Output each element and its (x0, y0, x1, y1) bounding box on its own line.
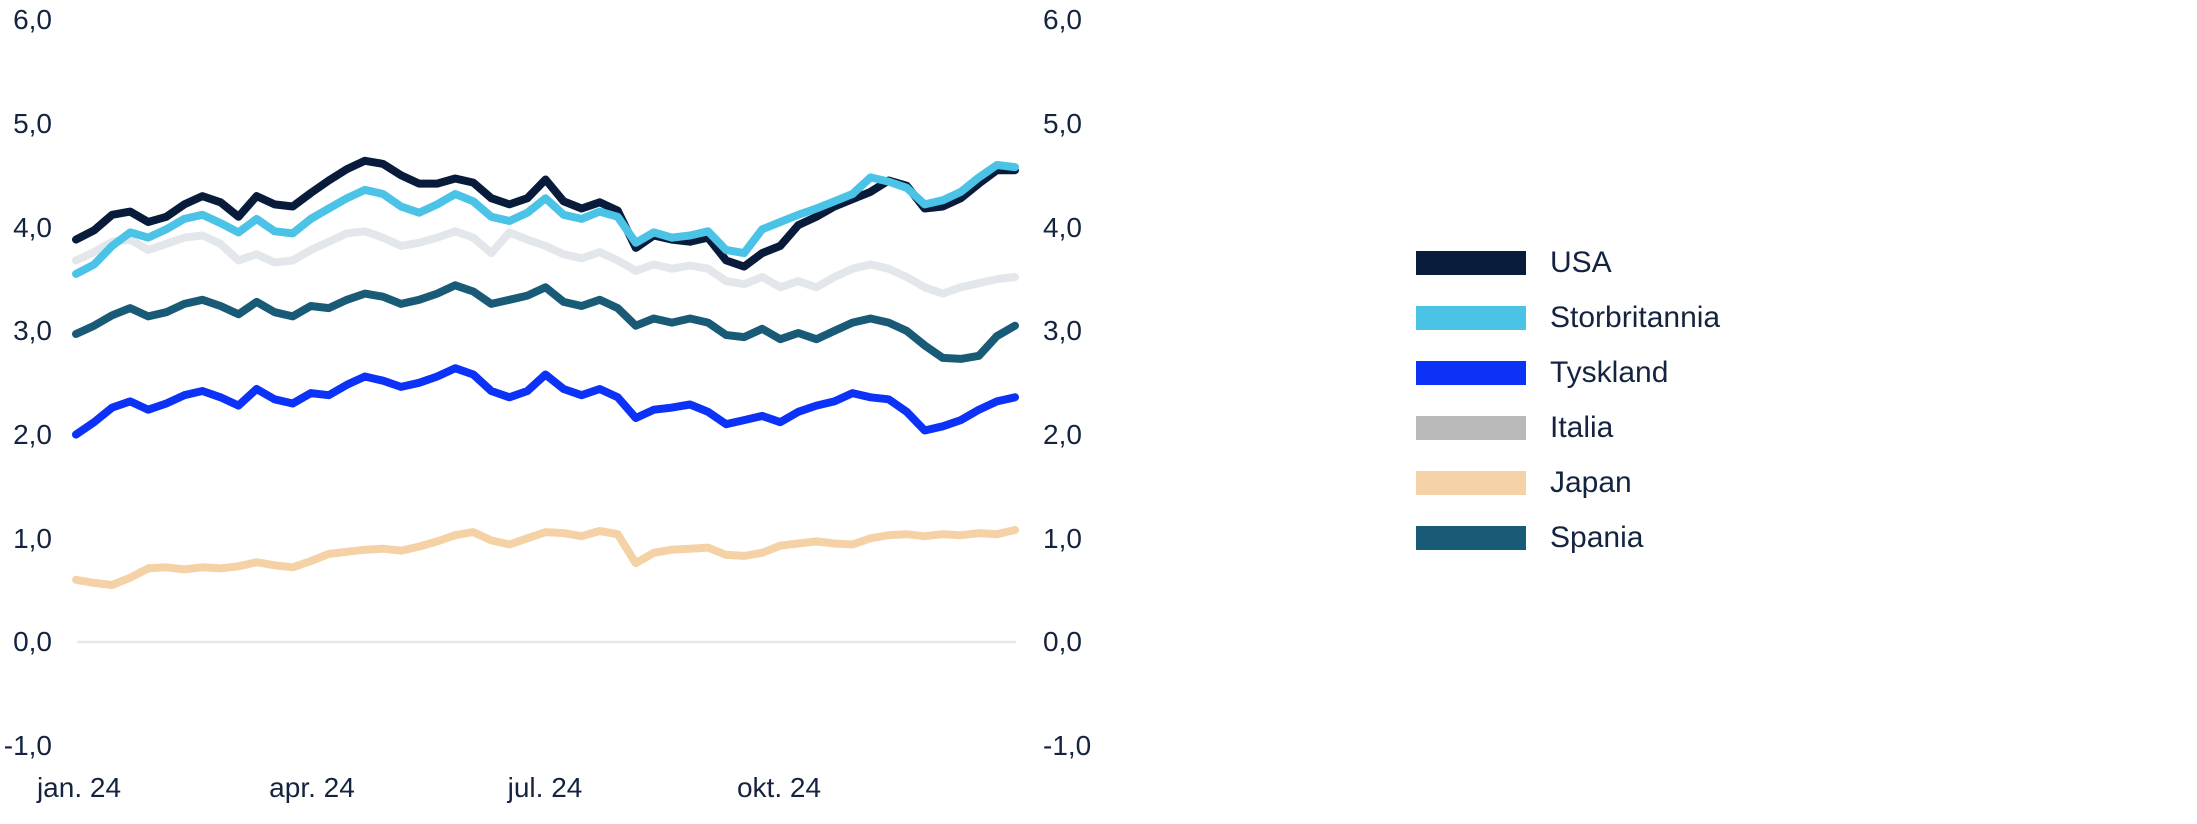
x-tick-label: jan. 24 (36, 772, 122, 803)
legend-label: Tyskland (1550, 356, 1669, 389)
legend-label: Italia (1550, 411, 1614, 444)
legend: USA Storbritannia Tyskland Italia Japan … (1416, 246, 1721, 581)
legend-label: Japan (1550, 466, 1632, 499)
y-tick-label: 3,0 (13, 315, 52, 346)
x-tick-label: apr. 24 (269, 772, 355, 803)
legend-swatch-japan (1416, 471, 1526, 495)
y-tick-label: 1,0 (1043, 523, 1082, 554)
y-tick-label: 5,0 (1043, 108, 1082, 139)
x-tick-label: jul. 24 (507, 772, 583, 803)
legend-label: Storbritannia (1550, 301, 1721, 334)
legend-swatch-italia (1416, 416, 1526, 440)
legend-item: USA (1416, 246, 1720, 279)
legend-swatch-spania (1416, 526, 1526, 550)
legend-label: Spania (1550, 521, 1644, 554)
y-tick-label: 0,0 (1043, 626, 1082, 657)
series-line-tyskland (72, 364, 1019, 439)
y-tick-label: 6,0 (13, 4, 52, 35)
legend-item: Storbritannia (1416, 301, 1721, 334)
y-tick-label: 3,0 (1043, 315, 1082, 346)
legend-swatch-storbritannia (1416, 306, 1526, 330)
y-tick-label: 2,0 (13, 419, 52, 450)
x-tick-label: okt. 24 (736, 772, 822, 803)
legend-item: Japan (1416, 466, 1720, 499)
y-tick-label: 4,0 (1043, 212, 1082, 243)
series-line-spania (72, 281, 1019, 363)
legend-item: Italia (1416, 411, 1720, 444)
legend-swatch-tyskland (1416, 361, 1526, 385)
legend-label: USA (1550, 246, 1612, 279)
y-tick-label: 4,0 (13, 212, 52, 243)
y-tick-label: 5,0 (13, 108, 52, 139)
y-tick-label: 6,0 (1043, 4, 1082, 35)
y-tick-label: -1,0 (3, 730, 52, 761)
legend-item: Tyskland (1416, 356, 1720, 389)
series-line-italia (72, 227, 1019, 298)
series-line-japan (72, 526, 1019, 589)
y-tick-label: 2,0 (1043, 419, 1082, 450)
legend-swatch-usa (1416, 251, 1526, 275)
legend-item: Spania (1416, 521, 1720, 554)
y-tick-label: 0,0 (13, 626, 52, 657)
series-line-usa (72, 156, 1019, 271)
y-tick-label: -1,0 (1043, 730, 1092, 761)
series-line-storbritannia (72, 161, 1019, 278)
y-tick-label: 1,0 (13, 523, 52, 554)
